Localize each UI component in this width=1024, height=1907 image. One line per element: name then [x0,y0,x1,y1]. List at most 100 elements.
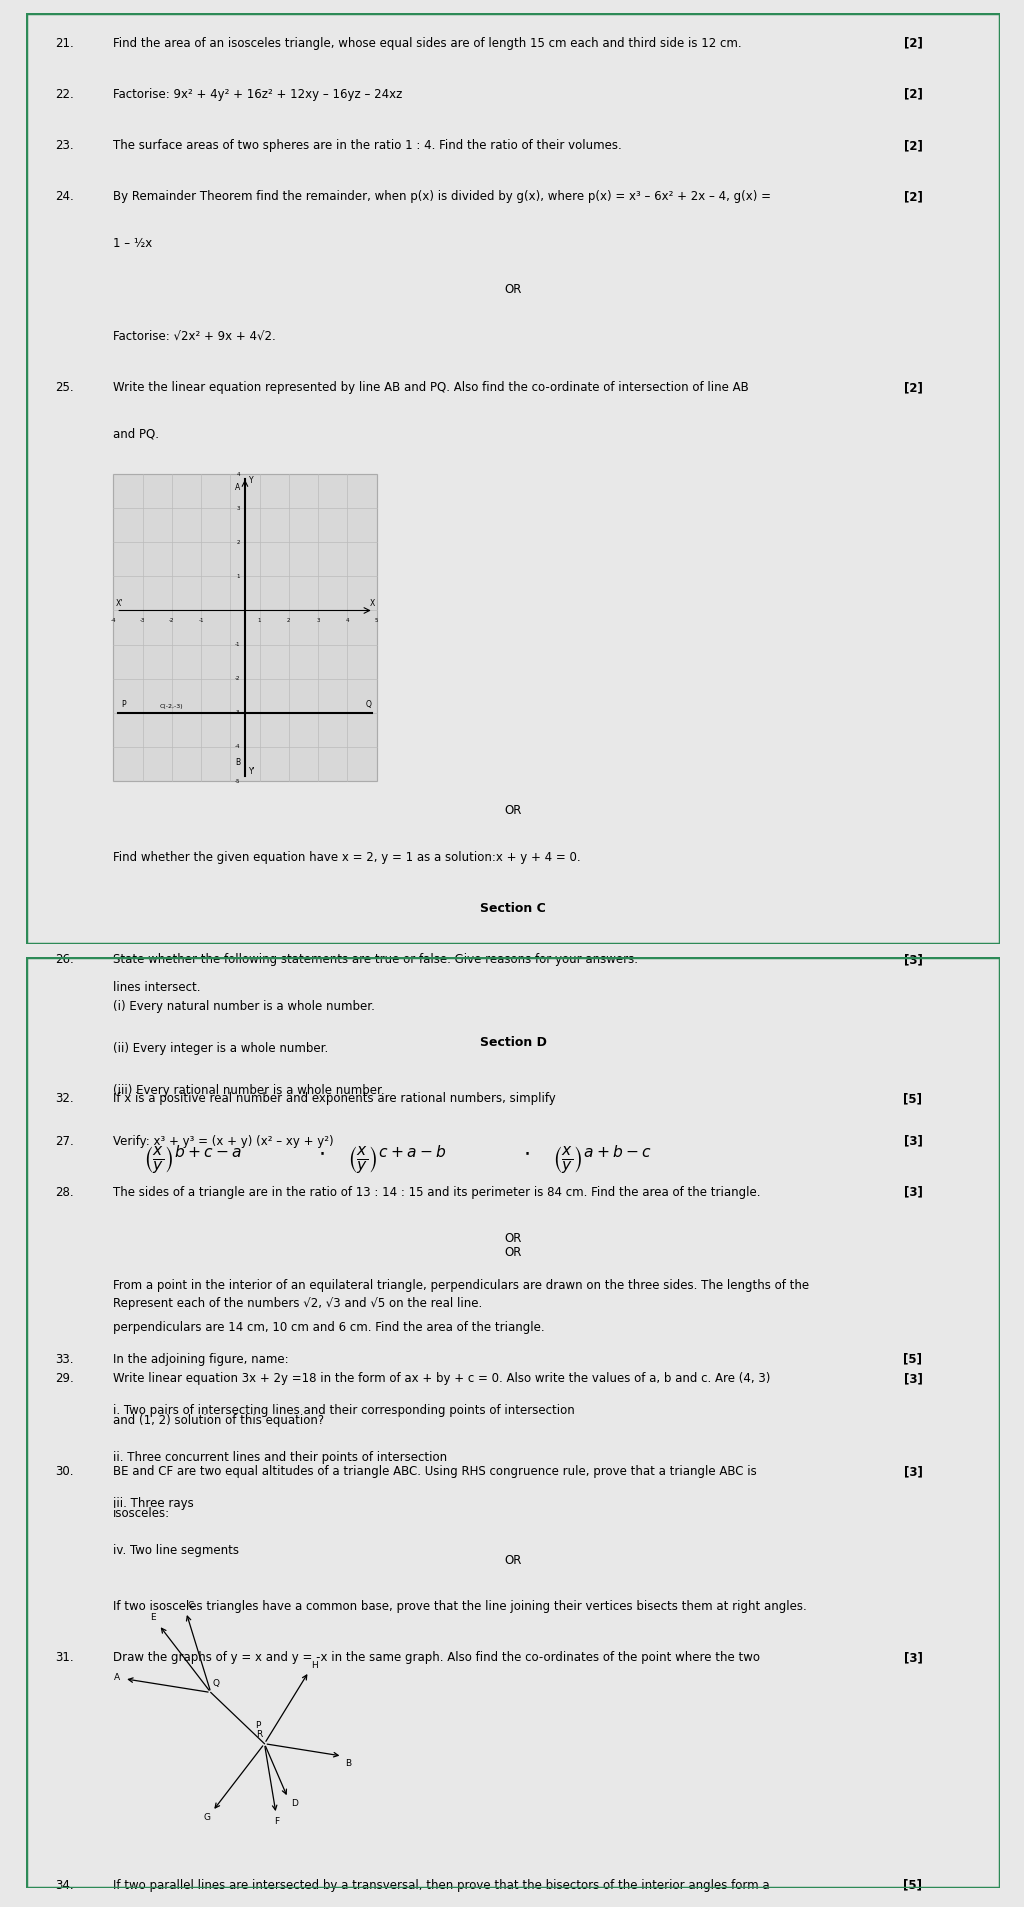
Text: [3]: [3] [903,1465,923,1478]
Text: Q: Q [366,700,372,709]
Text: -1: -1 [234,643,240,646]
Text: $\left(\frac{x}{y}\right)^{a+b-c}$: $\left(\frac{x}{y}\right)^{a+b-c}$ [552,1144,652,1177]
Text: iv. Two line segments: iv. Two line segments [114,1543,240,1556]
Text: [3]: [3] [903,1371,923,1384]
Text: P: P [255,1720,260,1730]
Text: C(-2,-3): C(-2,-3) [160,704,183,709]
Text: ii. Three concurrent lines and their points of intersection: ii. Three concurrent lines and their poi… [114,1451,447,1463]
Text: D: D [291,1798,298,1808]
Text: 2: 2 [287,618,291,624]
Text: B: B [234,759,240,767]
Text: 25.: 25. [55,381,74,395]
Text: 2: 2 [237,540,240,545]
Text: -4: -4 [234,744,240,749]
Text: [3]: [3] [903,1135,923,1148]
Text: 32.: 32. [55,1093,74,1106]
Text: -3: -3 [140,618,145,624]
Text: [5]: [5] [903,1352,923,1365]
Text: The sides of a triangle are in the ratio of 13 : 14 : 15 and its perimeter is 84: The sides of a triangle are in the ratio… [114,1186,761,1200]
Text: From a point in the interior of an equilateral triangle, perpendiculars are draw: From a point in the interior of an equil… [114,1280,809,1291]
Text: and (1, 2) solution of this equation?: and (1, 2) solution of this equation? [114,1413,325,1426]
Text: Represent each of the numbers √2, √3 and √5 on the real line.: Represent each of the numbers √2, √3 and… [114,1297,482,1310]
Text: X: X [370,599,375,608]
Text: 4: 4 [237,471,240,477]
Text: By Remainder Theorem find the remainder, when p(x) is divided by g(x), where p(x: By Remainder Theorem find the remainder,… [114,191,771,204]
Text: Find whether the given equation have x = 2, y = 1 as a solution:x + y + 4 = 0.: Find whether the given equation have x =… [114,851,581,864]
Text: OR: OR [505,1232,521,1245]
Text: 24.: 24. [55,191,74,204]
Bar [114,475,377,782]
Text: iii. Three rays: iii. Three rays [114,1497,195,1510]
Text: C: C [187,1602,194,1610]
Text: B: B [345,1758,351,1768]
Text: Y: Y [249,477,254,484]
Text: If x is a positive real number and exponents are rational numbers, simplify: If x is a positive real number and expon… [114,1093,556,1106]
Text: 3: 3 [316,618,319,624]
Text: -3: -3 [234,711,240,715]
Text: A: A [234,482,240,492]
Text: 33.: 33. [55,1352,74,1365]
Text: -4: -4 [111,618,116,624]
Text: The surface areas of two spheres are in the ratio 1 : 4. Find the ratio of their: The surface areas of two spheres are in … [114,139,623,153]
Text: 1: 1 [258,618,261,624]
Text: 28.: 28. [55,1186,74,1200]
Text: R: R [256,1730,262,1739]
Text: [5]: [5] [903,1093,923,1106]
Text: [2]: [2] [903,36,923,50]
Text: 27.: 27. [55,1135,74,1148]
Text: -1: -1 [199,618,204,624]
Text: [2]: [2] [903,88,923,101]
Text: H: H [311,1661,317,1671]
Text: -5: -5 [234,778,240,784]
Text: F: F [274,1817,280,1825]
Text: Draw the graphs of y = x and y = -x in the same graph. Also find the co-ordinate: Draw the graphs of y = x and y = -x in t… [114,1651,761,1665]
Text: 1 – ½x: 1 – ½x [114,236,153,250]
Text: $\cdot$: $\cdot$ [318,1144,325,1163]
Text: A: A [115,1672,121,1682]
Text: Factorise: √2x² + 9x + 4√2.: Factorise: √2x² + 9x + 4√2. [114,330,276,343]
Text: Section C: Section C [480,902,546,915]
Text: (iii) Every rational number is a whole number.: (iii) Every rational number is a whole n… [114,1083,385,1097]
Text: [2]: [2] [903,381,923,395]
Text: isosceles:: isosceles: [114,1507,170,1520]
Text: 5: 5 [375,618,378,624]
Text: $\cdot$: $\cdot$ [523,1144,529,1163]
Text: 29.: 29. [55,1371,74,1384]
Text: Factorise: 9x² + 4y² + 16z² + 12xy – 16yz – 24xz: Factorise: 9x² + 4y² + 16z² + 12xy – 16y… [114,88,402,101]
Text: 3: 3 [237,505,240,511]
Text: Section D: Section D [479,1036,547,1049]
Text: OR: OR [505,284,521,296]
Text: [3]: [3] [903,954,923,967]
Text: 31.: 31. [55,1651,74,1665]
Text: OR: OR [505,805,521,818]
Text: E: E [151,1613,156,1623]
Text: 23.: 23. [55,139,74,153]
Text: perpendiculars are 14 cm, 10 cm and 6 cm. Find the area of the triangle.: perpendiculars are 14 cm, 10 cm and 6 cm… [114,1322,545,1333]
Text: Q: Q [213,1678,220,1688]
Text: Write linear equation 3x + 2y =18 in the form of ax + by + c = 0. Also write the: Write linear equation 3x + 2y =18 in the… [114,1371,771,1384]
Text: In the adjoining figure, name:: In the adjoining figure, name: [114,1352,289,1365]
Text: [2]: [2] [903,139,923,153]
Text: OR: OR [505,1245,521,1259]
Text: 22.: 22. [55,88,74,101]
Text: If two isosceles triangles have a common base, prove that the line joining their: If two isosceles triangles have a common… [114,1600,807,1613]
Text: G: G [204,1814,211,1821]
Text: If two parallel lines are intersected by a transversal, then prove that the bise: If two parallel lines are intersected by… [114,1878,770,1892]
Text: State whether the following statements are true or false. Give reasons for your : State whether the following statements a… [114,954,638,967]
Text: -2: -2 [169,618,174,624]
Text: $\left(\frac{x}{y}\right)^{b+c-a}$: $\left(\frac{x}{y}\right)^{b+c-a}$ [142,1144,242,1177]
Text: 34.: 34. [55,1878,74,1892]
Text: 30.: 30. [55,1465,74,1478]
Text: (i) Every natural number is a whole number.: (i) Every natural number is a whole numb… [114,999,375,1013]
Text: $\left(\frac{x}{y}\right)^{c+a-b}$: $\left(\frac{x}{y}\right)^{c+a-b}$ [347,1144,446,1177]
Text: [5]: [5] [903,1878,923,1892]
Text: 4: 4 [345,618,349,624]
Text: OR: OR [505,1554,521,1566]
Text: Verify: x³ + y³ = (x + y) (x² – xy + y²): Verify: x³ + y³ = (x + y) (x² – xy + y²) [114,1135,334,1148]
Text: 21.: 21. [55,36,74,50]
Text: Write the linear equation represented by line AB and PQ. Also find the co-ordina: Write the linear equation represented by… [114,381,750,395]
Text: P: P [121,700,126,709]
Text: Y': Y' [249,767,256,776]
Text: lines intersect.: lines intersect. [114,980,201,994]
Text: [3]: [3] [903,1651,923,1665]
